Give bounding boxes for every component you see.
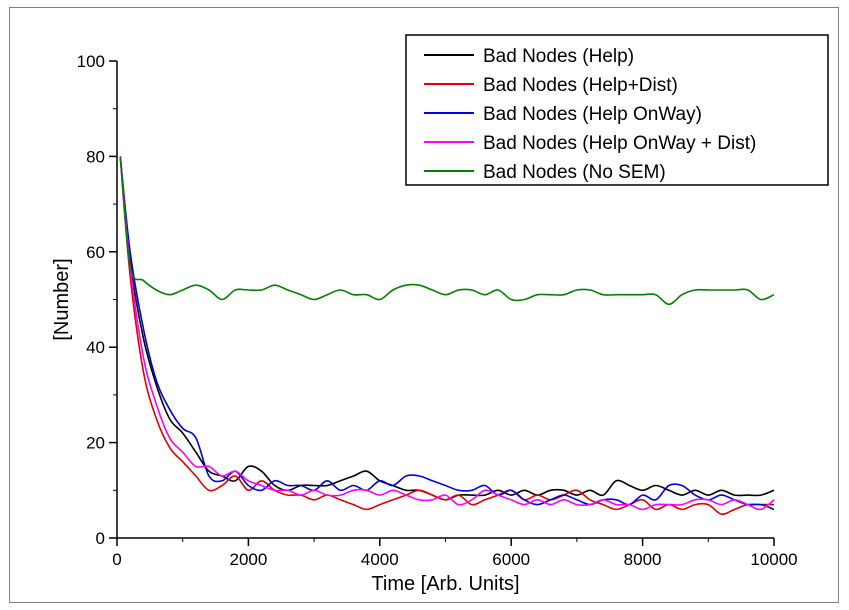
x-tick-label: 6000 xyxy=(492,550,530,569)
x-tick-label: 10000 xyxy=(750,550,797,569)
series-line xyxy=(119,156,775,306)
series-line xyxy=(119,156,774,515)
y-tick-label: 80 xyxy=(86,147,105,166)
y-tick-label: 100 xyxy=(77,52,105,71)
legend-label: Bad Nodes (Help OnWay + Dist) xyxy=(483,133,756,154)
x-tick-label: 4000 xyxy=(361,550,399,569)
series-line xyxy=(119,156,775,501)
legend-label: Bad Nodes (Help) xyxy=(483,46,634,67)
series-line xyxy=(119,156,775,511)
x-tick-label: 0 xyxy=(112,550,121,569)
series-line xyxy=(119,156,775,511)
legend: Bad Nodes (Help) Bad Nodes (Help+Dist) Bad… xyxy=(405,34,829,186)
plot-series xyxy=(119,156,775,515)
y-tick-label: 40 xyxy=(86,338,105,357)
y-tick-label: 0 xyxy=(96,529,105,548)
axes xyxy=(109,60,775,546)
tick-labels: 0 2000 4000 6000 8000 10000 0 20 40 60 80 100 xyxy=(77,52,798,569)
y-tick-label: 60 xyxy=(86,243,105,262)
legend-box xyxy=(405,34,829,186)
legend-label: Bad Nodes (No SEM) xyxy=(483,162,666,183)
chart-frame xyxy=(9,7,839,603)
x-tick-label: 2000 xyxy=(229,550,267,569)
x-axis-title: Time [Arb. Units] xyxy=(371,573,519,595)
legend-label: Bad Nodes (Help OnWay) xyxy=(483,104,702,125)
x-tick-label: 8000 xyxy=(624,550,662,569)
legend-label: Bad Nodes (Help+Dist) xyxy=(483,75,678,96)
y-tick-label: 20 xyxy=(86,434,105,453)
y-axis-title: [Number] xyxy=(51,258,73,340)
